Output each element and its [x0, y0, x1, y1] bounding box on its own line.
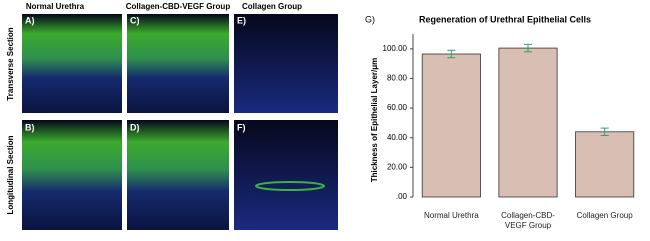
- bar: [421, 53, 481, 198]
- micrographs: [22, 14, 338, 230]
- y-tick-label: 40.00: [387, 133, 408, 142]
- y-tick-label: 80.00: [387, 74, 408, 83]
- row-header: Transverse Section: [6, 27, 15, 100]
- y-tick-label: 100.00: [383, 44, 408, 53]
- x-tick-label: Collagen-CBD-VEGF Group: [501, 211, 555, 230]
- y-axis-label: Thickness of Epithelial Layer/μm: [370, 58, 379, 183]
- panel-label: G): [365, 14, 375, 24]
- panel-label: D): [130, 122, 140, 132]
- panel-label: B): [25, 122, 35, 132]
- column-header: Collagen Group: [242, 2, 302, 11]
- bar: [575, 131, 635, 198]
- bar: [498, 47, 558, 198]
- column-header: Collagen-CBD-VEGF Group: [126, 2, 231, 11]
- column-header: Normal Urethra: [26, 2, 85, 11]
- panel-label: C): [130, 15, 140, 25]
- x-tick-label: Normal Urethra: [423, 211, 479, 220]
- y-tick-label: 20.00: [387, 162, 408, 171]
- chart-title: Regeneration of Urethral Epithelial Cell…: [419, 14, 591, 24]
- panel-label: A): [25, 15, 35, 25]
- row-header: Longitudinal Section: [6, 135, 15, 214]
- y-tick-label: .00: [396, 192, 408, 201]
- y-tick-label: 60.00: [387, 103, 408, 112]
- error-bar: [524, 43, 532, 53]
- panel-label: E): [237, 15, 246, 25]
- panel-label: F): [237, 122, 246, 132]
- error-bar: [447, 49, 456, 59]
- x-tick-label: Collagen Group: [576, 211, 633, 220]
- error-bar: [600, 127, 609, 137]
